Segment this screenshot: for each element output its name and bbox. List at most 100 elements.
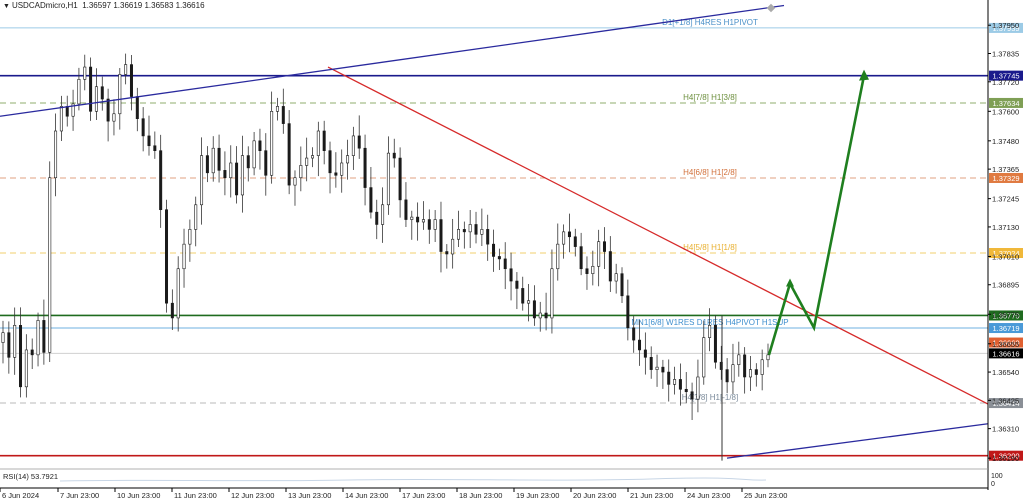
candle-body: [708, 325, 712, 338]
candle-body: [200, 155, 204, 206]
level-dark-blue-badge-text: 1.37745: [992, 72, 1019, 81]
candle-body: [713, 325, 717, 363]
candle-body: [480, 229, 484, 235]
time-tick-label: 7 Jun 23:00: [60, 491, 99, 500]
candle-body: [24, 349, 28, 388]
candle-body: [386, 152, 390, 206]
candle-body: [264, 150, 268, 176]
candle-body: [13, 325, 17, 358]
candle-body: [591, 265, 595, 274]
price-tick-label: 1.37130: [992, 223, 1019, 232]
price-tick-label: 1.36310: [992, 425, 1019, 434]
candle-body: [567, 231, 571, 238]
candle-body: [410, 216, 414, 220]
candle-body: [439, 219, 443, 252]
candle-body: [229, 162, 233, 179]
candle-body: [147, 135, 151, 147]
candle-body: [30, 349, 34, 356]
level-green-badge: [989, 310, 1023, 321]
level-dark-blue-badge: [989, 70, 1023, 81]
level-h4-7-8-label: H4[7/8] H1[3/8]: [683, 93, 737, 102]
chevron-down-icon[interactable]: ▼: [3, 3, 10, 10]
time-tick-label: 14 Jun 23:00: [345, 491, 388, 500]
level-h4-7-8-badge: [989, 97, 1023, 108]
time-tick-label: 10 Jun 23:00: [117, 491, 160, 500]
candle-body: [369, 187, 373, 213]
candle-body: [626, 295, 630, 329]
candle-body: [299, 165, 303, 179]
candle-body: [357, 135, 361, 149]
candle-body: [404, 199, 408, 220]
candle-body: [351, 135, 355, 156]
candle-body: [211, 147, 215, 174]
candle-body: [754, 369, 758, 375]
price-tick-label: 1.36775: [992, 310, 1019, 319]
time-tick-label: 11 Jun 23:00: [174, 491, 217, 500]
candle-body: [375, 211, 379, 225]
candle-body: [398, 157, 402, 201]
candle-body: [182, 243, 186, 270]
arrow-head: [859, 69, 869, 81]
price-tick-label: 1.37245: [992, 195, 1019, 204]
candle-body: [667, 371, 671, 385]
candle-body: [275, 106, 279, 112]
time-tick-label: 20 Jun 23:00: [573, 491, 616, 500]
candle-body: [71, 103, 75, 117]
candle-body: [532, 300, 536, 319]
candle-body: [550, 268, 554, 319]
level-mn1-w1res-badge: [989, 323, 1023, 334]
candle-body: [36, 320, 40, 356]
level-h4-6-8-badge-text: 1.37329: [992, 174, 1019, 183]
red-descending-trendline: [327, 66, 989, 405]
candle-body: [474, 224, 478, 235]
candle-body: [492, 243, 496, 257]
candle-body: [725, 369, 729, 383]
candle-body: [240, 155, 244, 196]
price-tick-label: 1.36425: [992, 396, 1019, 405]
time-tick-label: 19 Jun 23:00: [516, 491, 559, 500]
candle-body: [1, 332, 5, 343]
candle-body: [322, 130, 326, 151]
level-h4-3-8-badge-text: 1.36414: [992, 399, 1019, 408]
candle-body: [328, 150, 332, 174]
time-tick-label: 25 Jun 23:00: [744, 491, 787, 500]
chart-title: ▼ USDCADmicro,H1 1.36597 1.36619 1.36583 …: [3, 1, 205, 10]
level-orange-small-badge-text: 1.36660: [992, 339, 1019, 348]
candle-body: [486, 229, 490, 245]
level-h4-3-8-badge: [989, 398, 1023, 409]
candle-body: [649, 357, 653, 370]
candle-body: [159, 150, 163, 211]
candle-body: [170, 302, 174, 319]
candle-body: [585, 268, 589, 274]
candle-body: [509, 268, 513, 282]
bullish-projection: [767, 69, 869, 356]
candle-body: [743, 354, 747, 378]
candle-body: [731, 364, 735, 383]
time-tick-label: 17 Jun 23:00: [402, 491, 445, 500]
time-tick-label: 21 Jun 23:00: [630, 491, 673, 500]
candle-body: [696, 376, 700, 400]
time-tick-label: 18 Jun 23:00: [459, 491, 502, 500]
time-tick-label: 12 Jun 23:00: [231, 491, 274, 500]
candle-body: [334, 172, 338, 176]
level-d1-h4res-label: D1[+1/8] H4RES H1PIVOT: [662, 18, 758, 27]
candle-body: [562, 231, 566, 245]
price-tick-label: 1.36190: [992, 454, 1019, 463]
candle-body: [165, 209, 169, 304]
candle-body: [602, 241, 606, 252]
candle-body: [684, 388, 688, 393]
candle-body: [445, 251, 449, 255]
price-tick-label: 1.36655: [992, 340, 1019, 349]
rsi-tick-100: 100: [991, 473, 1003, 480]
time-axis: 6 Jun 2024 7 Jun 23:00 10 Jun 23:00 11 Jun …: [0, 487, 988, 500]
candle-body: [54, 130, 58, 179]
time-tick-label: 6 Jun 2024: [2, 491, 39, 500]
candle-body: [141, 118, 145, 137]
candle-body: [94, 86, 98, 112]
candle-body: [194, 204, 198, 230]
candle-body: [515, 280, 519, 289]
level-current-price-badge: [989, 348, 1023, 359]
level-h4-7-8-badge-text: 1.37634: [992, 99, 1019, 108]
candle-body: [83, 66, 87, 80]
